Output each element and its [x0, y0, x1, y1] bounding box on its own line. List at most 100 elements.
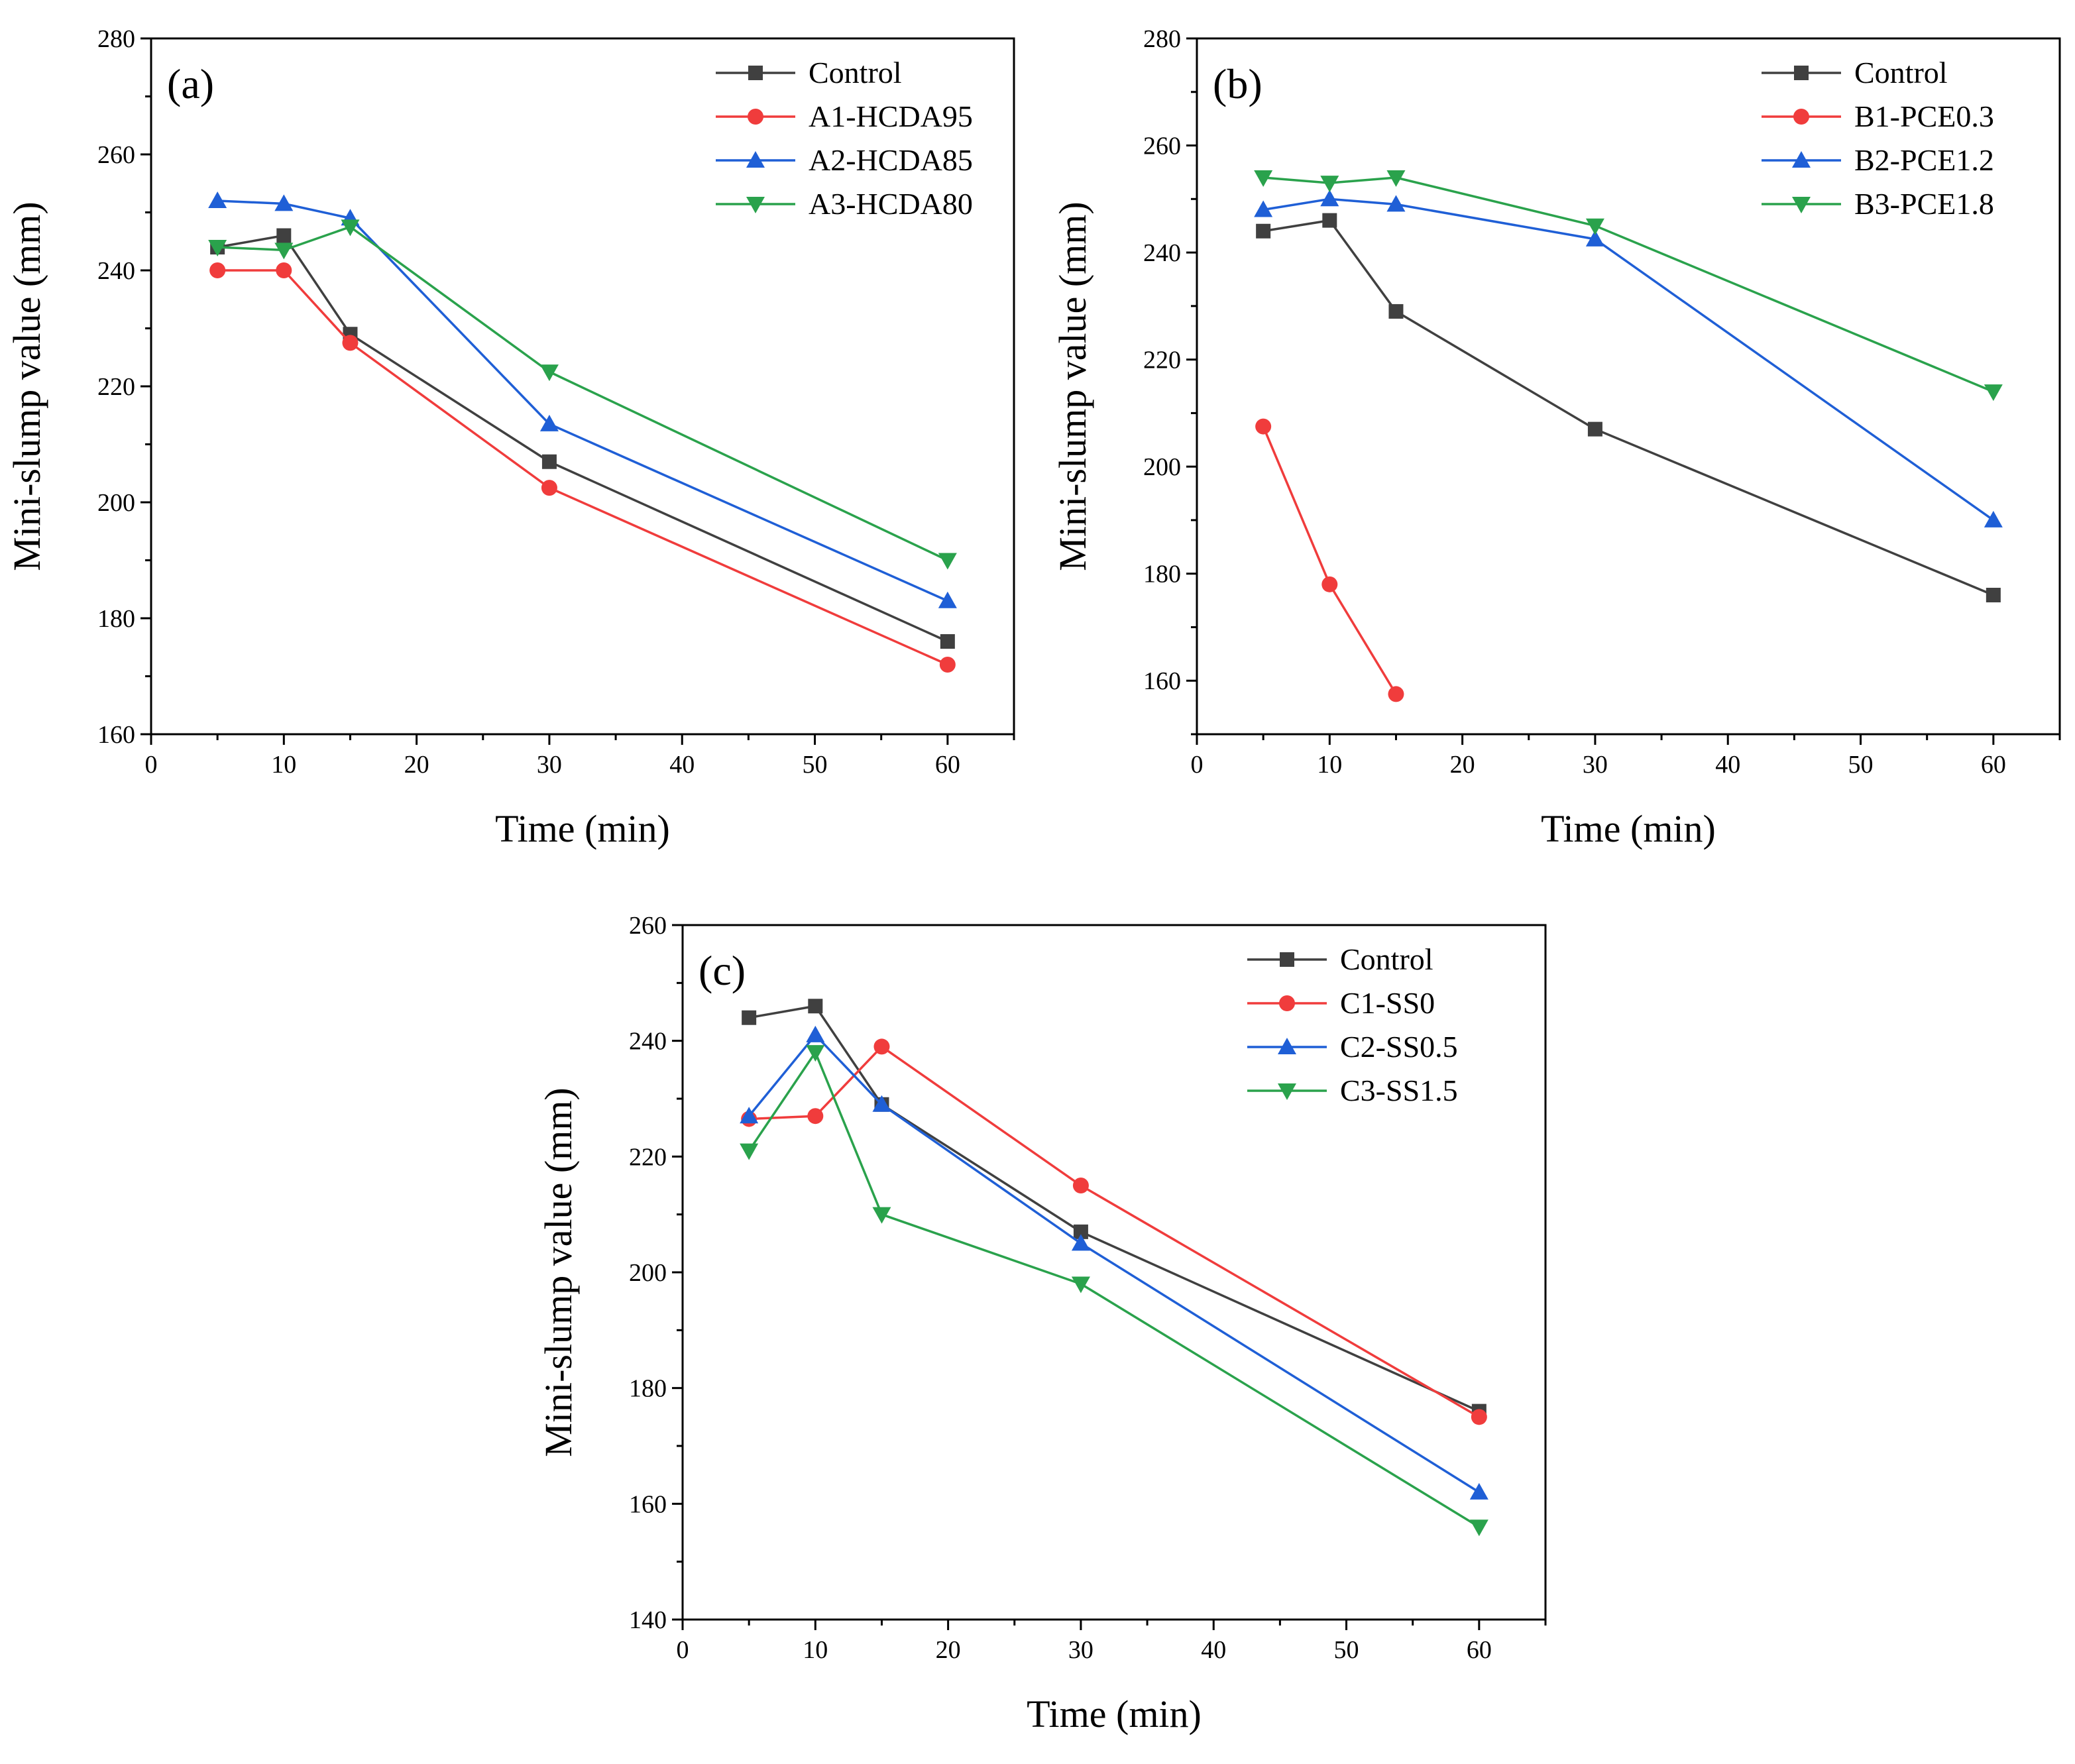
data-point	[873, 1038, 890, 1055]
legend-label: Control	[1854, 56, 1948, 89]
y-tick-label: 240	[97, 257, 135, 285]
data-point	[872, 1095, 891, 1112]
legend-marker	[1792, 151, 1811, 168]
data-point	[208, 192, 227, 208]
data-point	[1254, 170, 1273, 187]
legend: Control C1-SS0 C2-SS0.5 C3-SS1.5	[1247, 942, 1458, 1107]
series-A1-HCDA95	[209, 262, 956, 673]
data-point	[938, 591, 957, 608]
legend-marker	[748, 66, 763, 80]
y-tick-label: 240	[1143, 239, 1181, 267]
legend-item: A1-HCDA95	[716, 99, 973, 133]
data-point	[1073, 1224, 1088, 1239]
data-point	[1071, 1276, 1090, 1294]
y-tick-label: 200	[97, 489, 135, 517]
x-tick-label: 30	[1583, 751, 1608, 779]
data-point	[872, 1207, 891, 1224]
data-point	[342, 335, 359, 351]
data-point	[276, 228, 292, 243]
x-tick-label: 40	[669, 751, 695, 779]
legend-marker	[1278, 1038, 1296, 1054]
data-point	[1072, 1178, 1089, 1193]
y-tick-label: 260	[629, 912, 667, 940]
series-B1-PCE0.3	[1255, 418, 1404, 702]
x-axis-title: Time (min)	[1027, 1692, 1202, 1736]
legend-marker	[1792, 197, 1811, 213]
data-point	[1587, 421, 1602, 437]
x-tick-label: 50	[1848, 751, 1874, 779]
data-point	[341, 219, 360, 237]
legend-marker	[1278, 1083, 1296, 1100]
y-axis-title: Mini-slump value (mm)	[1051, 201, 1094, 571]
data-point	[274, 243, 294, 260]
data-point	[1386, 170, 1406, 187]
x-tick-label: 40	[1715, 751, 1740, 779]
x-tick-label: 0	[677, 1636, 689, 1664]
data-point	[1321, 576, 1338, 592]
y-tick-label: 160	[629, 1490, 667, 1518]
y-tick-label: 260	[97, 141, 135, 169]
legend-item: B2-PCE1.2	[1762, 143, 1994, 177]
legend-item: C2-SS0.5	[1247, 1030, 1458, 1064]
y-tick-label: 200	[629, 1259, 667, 1287]
legend-item: Control	[716, 56, 902, 89]
y-tick-label: 220	[97, 373, 135, 401]
data-point	[940, 634, 955, 649]
y-tick-label: 240	[629, 1028, 667, 1056]
data-point	[939, 657, 956, 673]
legend-label: B2-PCE1.2	[1854, 143, 1994, 177]
panel-label: (c)	[699, 947, 746, 994]
series-C3-SS1.5	[740, 1045, 1488, 1537]
plot-frame	[1196, 37, 2061, 736]
data-point	[276, 262, 292, 278]
legend: Control B1-PCE0.3 B2-PCE1.2 B3-PCE1.8	[1762, 56, 1994, 221]
data-point	[541, 454, 557, 469]
y-tick-label: 180	[1143, 561, 1181, 588]
y-tick-label: 160	[1143, 667, 1181, 695]
data-point	[1322, 213, 1337, 228]
x-tick-label: 40	[1201, 1636, 1226, 1664]
x-tick-label: 30	[1068, 1636, 1094, 1664]
x-tick-label: 10	[803, 1636, 828, 1664]
data-point	[807, 1108, 824, 1125]
y-axis-title: Mini-slump value (mm)	[5, 201, 48, 571]
legend-marker	[746, 151, 765, 168]
x-tick-label: 10	[1317, 751, 1342, 779]
data-point	[1320, 190, 1339, 207]
legend-marker	[1793, 109, 1809, 125]
legend-marker	[1794, 66, 1809, 80]
x-tick-label: 30	[537, 751, 562, 779]
data-point	[806, 1025, 825, 1042]
legend-item: B1-PCE0.3	[1762, 99, 1994, 133]
data-point	[1469, 1519, 1488, 1537]
data-point	[1471, 1409, 1487, 1425]
data-point	[1984, 510, 2003, 527]
x-axis-title: Time (min)	[495, 807, 670, 850]
data-point	[541, 480, 557, 496]
legend-item: C1-SS0	[1247, 986, 1435, 1020]
data-point	[1585, 229, 1604, 247]
panel-label: (a)	[167, 60, 214, 107]
legend-item: Control	[1762, 56, 1948, 89]
legend-marker	[746, 197, 765, 213]
series-C2-SS0.5	[740, 1025, 1488, 1500]
legend-item: Control	[1247, 942, 1433, 976]
series-B2-PCE1.2	[1254, 190, 2003, 527]
legend-label: B1-PCE0.3	[1854, 99, 1994, 133]
x-axis-title: Time (min)	[1541, 807, 1716, 850]
x-tick-label: 0	[145, 751, 158, 779]
x-tick-label: 60	[935, 751, 960, 779]
data-point	[1984, 384, 2003, 402]
panel-label: (b)	[1213, 60, 1262, 107]
y-tick-label: 280	[1143, 25, 1181, 53]
y-tick-label: 260	[1143, 133, 1181, 160]
x-tick-label: 20	[1450, 751, 1475, 779]
x-tick-label: 0	[1191, 751, 1204, 779]
y-tick-label: 160	[97, 721, 135, 749]
legend-label: A1-HCDA95	[809, 99, 973, 133]
series-A3-HCDA80	[208, 219, 957, 570]
series-B3-PCE1.8	[1254, 170, 2003, 402]
legend-item: B3-PCE1.8	[1762, 187, 1994, 221]
data-point	[740, 1107, 759, 1124]
